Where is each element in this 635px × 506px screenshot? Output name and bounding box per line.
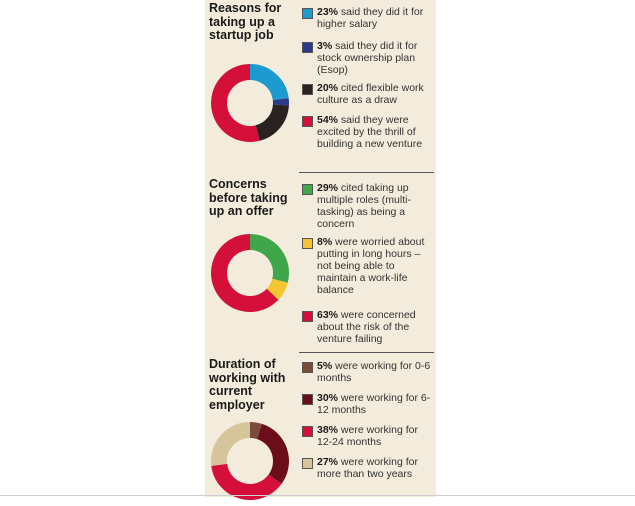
legend-label: 20% cited flexible work culture as a dra…: [317, 82, 435, 106]
legend-label: 3% said they did it for stock ownership …: [317, 40, 435, 76]
legend-swatch: [302, 238, 313, 249]
legend-value: 3%: [317, 40, 332, 52]
legend-label: 63% were concerned about the risk of the…: [317, 309, 435, 345]
legend-value: 23%: [317, 6, 338, 18]
donut-slice: [250, 72, 281, 99]
section-divider: [299, 352, 434, 353]
legend-label: 54% said they were excited by the thrill…: [317, 114, 435, 150]
legend-label: 30% were working for 6-12 months: [317, 392, 435, 416]
legend-swatch: [302, 116, 313, 127]
legend-value: 63%: [317, 309, 338, 321]
legend-swatch: [302, 8, 313, 19]
section-title: Duration of working with current employe…: [209, 358, 299, 412]
legend-label: 5% were working for 0-6 months: [317, 360, 435, 384]
legend-swatch: [302, 426, 313, 437]
donut-slice: [219, 72, 258, 134]
legend-value: 8%: [317, 236, 332, 248]
donut-slice: [273, 281, 280, 295]
legend-swatch: [302, 311, 313, 322]
legend-swatch: [302, 84, 313, 95]
donut-chart-concerns: [205, 228, 295, 318]
donut-slice: [250, 430, 260, 432]
legend-value: 30%: [317, 392, 338, 404]
legend-swatch: [302, 362, 313, 373]
page-bottom-rule: [0, 495, 635, 496]
donut-slice: [219, 430, 250, 465]
donut-slice: [260, 432, 281, 480]
legend-value: 20%: [317, 82, 338, 94]
section-title: Concerns before taking up an offer: [209, 178, 299, 219]
legend-label: 38% were working for 12-24 months: [317, 424, 435, 448]
legend-value: 38%: [317, 424, 338, 436]
donut-chart-reasons: [205, 58, 295, 148]
legend-swatch: [302, 42, 313, 53]
legend-swatch: [302, 458, 313, 469]
legend-label: 29% cited taking up multiple roles (mult…: [317, 182, 435, 230]
donut-slice: [219, 465, 275, 492]
legend-label: 27% were working for more than two years: [317, 456, 435, 480]
legend-label: 8% were worried about putting in long ho…: [317, 236, 435, 296]
legend-label: 23% said they did it for higher salary: [317, 6, 435, 30]
legend-value: 5%: [317, 360, 332, 372]
legend-value: 29%: [317, 182, 338, 194]
infographic-panel: Reasons for taking up a startup job 23% …: [205, 0, 436, 497]
legend-value: 27%: [317, 456, 338, 468]
donut-slice: [250, 242, 281, 281]
donut-chart-duration: [205, 416, 295, 506]
legend-value: 54%: [317, 114, 338, 126]
donut-slice: [258, 105, 281, 133]
section-title: Reasons for taking up a startup job: [209, 2, 299, 43]
legend-swatch: [302, 184, 313, 195]
legend-swatch: [302, 394, 313, 405]
section-divider: [299, 172, 434, 173]
